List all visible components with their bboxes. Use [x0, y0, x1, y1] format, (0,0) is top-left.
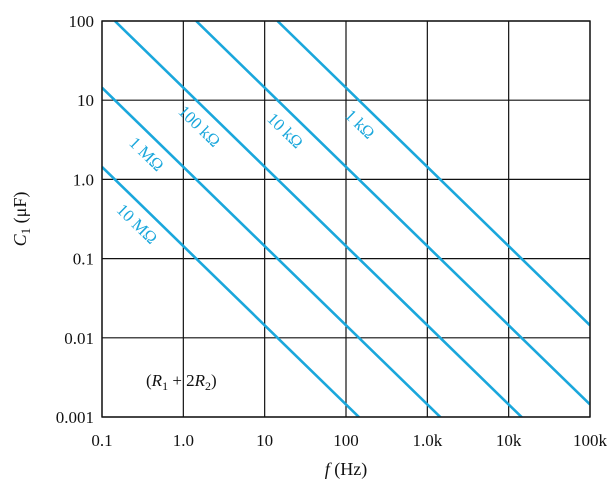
- annot-r2-sub: 2: [205, 379, 211, 393]
- x-axis-title: f (Hz): [325, 459, 368, 480]
- x-tick-label: 100: [333, 431, 359, 450]
- series-line: [113, 21, 524, 417]
- annot-open: (: [146, 371, 152, 390]
- annot-mid: + 2: [168, 371, 195, 390]
- series-label: 100 kΩ: [174, 102, 224, 151]
- x-tick-label: 100k: [573, 431, 608, 450]
- series-line: [195, 21, 590, 406]
- series-label: 10 MΩ: [113, 200, 161, 248]
- series-lines: [102, 21, 590, 417]
- y-tick-label: 0.001: [56, 408, 94, 427]
- y-axis-subscript: 1: [18, 228, 33, 235]
- resistance-formula-annotation: (R1 + 2R2): [146, 371, 217, 393]
- x-tick-label: 1.0: [173, 431, 194, 450]
- series-label: 1 kΩ: [341, 105, 379, 142]
- x-tick-labels: 0.1 1.0 10 100 1.0k 10k 100k: [91, 431, 607, 450]
- series-line: [276, 21, 590, 327]
- annot-r1-sub: 1: [162, 379, 168, 393]
- annot-close: ): [211, 371, 217, 390]
- y-tick-label: 100: [69, 12, 95, 31]
- x-axis-unit: (Hz): [330, 459, 367, 480]
- y-axis-title: C1 (μF): [10, 192, 33, 247]
- series-line: [102, 86, 443, 417]
- x-tick-label: 10: [256, 431, 273, 450]
- series-label: 1 MΩ: [125, 133, 167, 175]
- x-tick-label: 1.0k: [412, 431, 442, 450]
- y-tick-label: 10: [77, 91, 94, 110]
- y-axis-symbol: C: [10, 233, 30, 246]
- plot-frame: [101, 20, 591, 418]
- y-tick-label: 0.01: [64, 329, 94, 348]
- x-tick-label: 0.1: [91, 431, 112, 450]
- annot-r1: R: [151, 371, 163, 390]
- y-tick-labels: 0.001 0.01 0.1 1.0 10 100: [56, 12, 94, 427]
- annot-r2: R: [194, 371, 206, 390]
- series-label: 10 kΩ: [263, 109, 307, 152]
- y-axis-unit: (μF): [10, 192, 31, 228]
- series-line: [102, 165, 361, 417]
- y-tick-label: 0.1: [73, 250, 94, 269]
- x-tick-label: 10k: [496, 431, 522, 450]
- y-tick-label: 1.0: [73, 170, 94, 189]
- x-axis-symbol: f: [325, 459, 333, 479]
